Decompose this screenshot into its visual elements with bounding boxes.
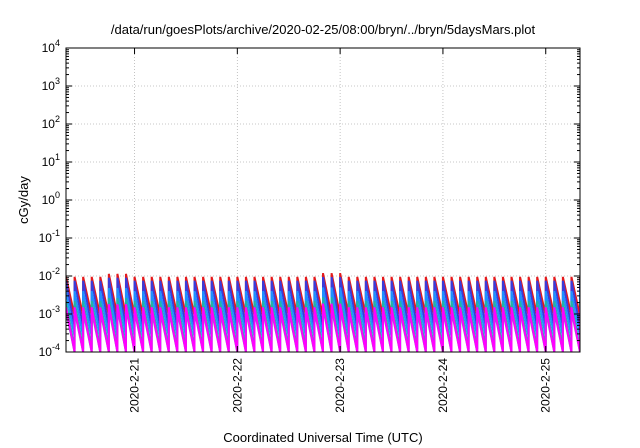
y-tick-label: 101 <box>42 152 60 169</box>
y-tick-label: 102 <box>42 114 60 131</box>
y-tick-label: 10-3 <box>39 304 60 321</box>
y-axis-title: cGy/day <box>16 176 31 224</box>
x-tick-label: 2020-2-23 <box>333 358 347 413</box>
x-tick-label: 2020-2-25 <box>539 358 553 413</box>
x-tick-label: 2020-2-22 <box>230 358 244 413</box>
y-tick-label: 104 <box>42 38 60 55</box>
chart-title: /data/run/goesPlots/archive/2020-02-25/0… <box>111 22 536 37</box>
y-tick-label: 103 <box>42 76 60 93</box>
x-tick-label: 2020-2-21 <box>128 358 142 413</box>
series-line-6 <box>66 303 580 352</box>
series-line-2 <box>66 276 580 328</box>
ticks: 10-4 10-3 10-2 10-1 100 101 102 103 104 2020-2-21… <box>39 38 580 413</box>
x-axis-title: Coordinated Universal Time (UTC) <box>223 430 422 445</box>
x-tick-label: 2020-2-24 <box>436 358 450 413</box>
y-tick-label: 100 <box>42 190 60 207</box>
y-tick-label: 10-2 <box>39 266 60 283</box>
y-tick-label: 10-4 <box>39 342 60 359</box>
y-tick-label: 10-1 <box>39 228 60 245</box>
series-group <box>66 272 580 352</box>
series-line-3 <box>66 287 580 338</box>
